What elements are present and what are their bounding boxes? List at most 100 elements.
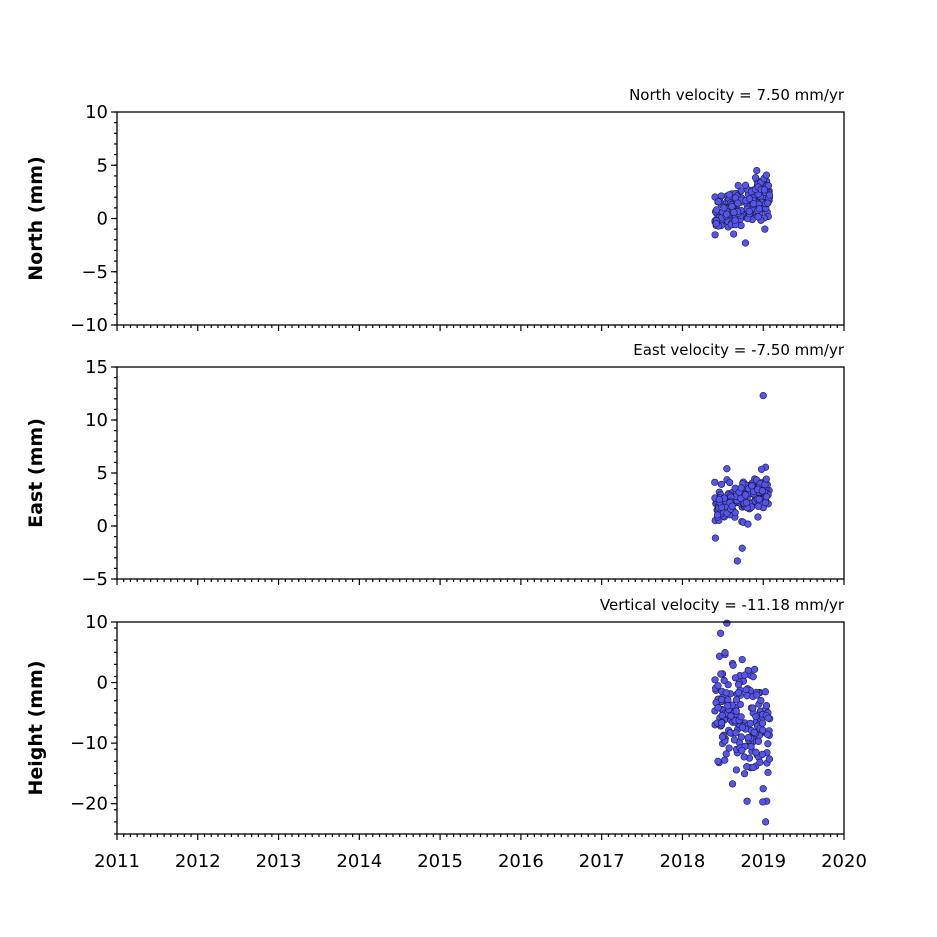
data-point bbox=[764, 199, 772, 207]
data-point bbox=[711, 534, 720, 542]
x-tick-label: 2014 bbox=[336, 851, 382, 872]
data-point bbox=[762, 818, 770, 826]
data-point bbox=[750, 728, 758, 736]
data-point bbox=[732, 696, 741, 704]
data-point bbox=[734, 181, 742, 190]
data-point bbox=[749, 673, 757, 681]
data-point bbox=[717, 670, 725, 678]
data-point bbox=[725, 191, 733, 199]
data-point bbox=[740, 753, 748, 761]
data-point bbox=[757, 696, 765, 705]
data-point bbox=[742, 498, 751, 507]
data-point bbox=[745, 207, 753, 215]
y-tick-label: −10 bbox=[70, 315, 108, 336]
data-point bbox=[744, 520, 752, 528]
data-point bbox=[749, 763, 757, 772]
y-tick-label: −20 bbox=[70, 794, 108, 815]
data-point bbox=[743, 763, 751, 771]
data-point bbox=[748, 482, 756, 490]
panel-title: Vertical velocity = -11.18 mm/yr bbox=[600, 596, 845, 614]
y-axis-label: North (mm) bbox=[25, 156, 47, 281]
data-point bbox=[737, 484, 745, 492]
data-point bbox=[764, 740, 772, 748]
data-point bbox=[741, 671, 749, 679]
data-point bbox=[731, 674, 739, 682]
panel-3: −20 −10 0 10 Vertical velocity = -11.18 mm/y… bbox=[25, 596, 845, 840]
y-tick-label: 0 bbox=[97, 209, 108, 230]
data-point bbox=[750, 665, 759, 673]
data-point bbox=[728, 502, 736, 510]
x-tick-label: 2018 bbox=[660, 851, 706, 872]
data-point bbox=[729, 661, 737, 669]
x-tick-label: 2020 bbox=[821, 851, 867, 872]
data-point bbox=[717, 480, 726, 488]
data-point bbox=[713, 511, 722, 519]
data-point bbox=[762, 701, 771, 710]
data-point bbox=[752, 748, 760, 756]
data-point bbox=[717, 719, 726, 727]
data-point bbox=[714, 197, 722, 206]
y-tick-label: 0 bbox=[97, 673, 108, 694]
y-tick-label: 15 bbox=[85, 357, 108, 378]
data-point bbox=[741, 181, 750, 189]
data-point bbox=[732, 766, 741, 774]
panel-title: East velocity = -7.50 mm/yr bbox=[633, 341, 845, 359]
data-point bbox=[711, 676, 719, 684]
data-point bbox=[722, 689, 730, 697]
x-tick-label: 2013 bbox=[256, 851, 302, 872]
panel-title: North velocity = 7.50 mm/yr bbox=[629, 86, 845, 104]
data-point bbox=[759, 392, 767, 400]
data-point bbox=[715, 495, 723, 503]
data-point bbox=[764, 768, 772, 777]
data-point bbox=[724, 702, 732, 710]
data-point bbox=[746, 719, 754, 727]
data-point bbox=[721, 649, 729, 657]
x-tick-label: 2019 bbox=[740, 851, 786, 872]
y-axis-label: East (mm) bbox=[25, 418, 47, 528]
data-point bbox=[760, 186, 768, 194]
y-tick-label: 5 bbox=[97, 463, 108, 484]
data-point bbox=[714, 757, 722, 765]
data-point bbox=[723, 465, 731, 473]
x-tick-label: 2016 bbox=[498, 851, 544, 872]
data-point bbox=[758, 750, 767, 759]
data-point bbox=[721, 756, 729, 764]
data-point bbox=[753, 691, 761, 699]
x-tick-label: 2015 bbox=[417, 851, 463, 872]
data-point bbox=[751, 174, 760, 182]
data-point bbox=[736, 700, 744, 709]
data-point bbox=[733, 557, 741, 565]
data-point bbox=[716, 629, 725, 637]
data-point bbox=[730, 736, 739, 744]
data-point bbox=[738, 655, 746, 664]
data-point bbox=[732, 729, 740, 737]
data-point bbox=[759, 798, 767, 806]
data-point bbox=[737, 713, 745, 721]
data-point bbox=[734, 199, 742, 207]
y-axis-label: Height (mm) bbox=[25, 660, 47, 795]
data-point bbox=[744, 734, 752, 742]
y-tick-label: 5 bbox=[97, 155, 108, 176]
y-tick-label: −10 bbox=[70, 733, 108, 754]
data-point bbox=[722, 750, 730, 758]
data-point bbox=[764, 714, 772, 722]
data-point bbox=[765, 755, 774, 763]
data-point bbox=[740, 770, 749, 778]
data-point bbox=[754, 502, 762, 510]
plot-frame bbox=[116, 111, 845, 326]
data-point bbox=[753, 166, 761, 175]
data-point bbox=[738, 544, 746, 552]
data-point bbox=[727, 712, 735, 720]
data-point bbox=[738, 746, 746, 754]
data-point bbox=[755, 495, 763, 503]
x-tick-label: 2012 bbox=[175, 851, 221, 872]
data-point bbox=[720, 676, 728, 685]
data-point bbox=[754, 213, 762, 221]
data-point bbox=[752, 712, 760, 721]
data-point bbox=[737, 733, 746, 741]
data-point bbox=[728, 202, 736, 211]
data-point bbox=[738, 723, 746, 731]
data-point bbox=[756, 758, 764, 766]
data-point bbox=[718, 711, 726, 719]
data-point bbox=[734, 689, 743, 697]
